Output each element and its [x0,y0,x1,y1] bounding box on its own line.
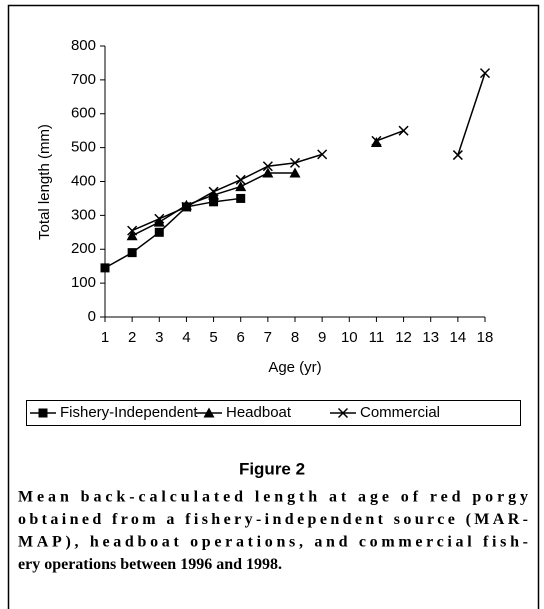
marker-x [317,149,328,160]
marker-x [398,125,409,136]
marker-triangle [153,216,165,227]
marker-x [181,201,192,212]
marker-triangle [289,167,301,178]
caption-line: MAP), headboat operations, and commercia… [18,534,528,551]
caption-line: ery operations between 1996 and 1998. [18,556,282,573]
marker-square [209,197,219,207]
marker-square [236,193,246,203]
marker-square [127,248,137,258]
x-axis-title: Age (yr) [268,359,321,376]
x-tick-label: 11 [369,329,385,346]
x-tick-label: 13 [422,329,439,346]
x-tick-label: 2 [128,329,136,346]
marker-triangle [235,181,247,192]
x-tick-label: 18 [477,329,494,346]
marker-x [262,161,273,172]
series-line [132,143,376,236]
series-line [131,72,486,232]
legend-label: Commercial [360,404,440,421]
figure-label: Figure 2 [239,459,305,478]
x-tick-label: 7 [264,329,272,346]
marker-x [127,225,138,236]
legend-label: Headboat [226,404,292,421]
caption-line: obtained from a fishery-independent sour… [18,511,528,528]
marker-triangle [180,199,192,210]
marker-square [154,227,164,237]
marker-x [289,157,301,168]
x-tick-label: 3 [155,329,163,346]
marker-triangle [262,167,274,178]
y-tick-label: 200 [71,240,96,257]
y-tick-label: 0 [88,308,96,325]
y-tick-label: 100 [71,274,96,291]
marker-square [38,408,48,418]
y-tick-label: 300 [71,206,96,223]
marker-triangle [208,189,220,200]
marker-x [479,68,491,79]
marker-square [100,263,110,273]
x-tick-label: 5 [209,329,217,346]
x-tick-label: 8 [291,329,299,346]
x-tick-label: 10 [341,329,358,346]
marker-x [154,213,165,224]
marker-triangle [126,230,138,241]
x-tick-label: 6 [237,329,245,346]
caption-line: Mean back-calculated length at age of re… [18,489,528,506]
marker-x [371,135,382,146]
y-tick-label: 400 [71,172,96,189]
x-tick-label: 4 [182,329,190,346]
y-tick-label: 800 [71,37,96,54]
y-tick-label: 600 [71,105,96,122]
x-tick-label: 9 [318,329,326,346]
y-axis-title: Total length (mm) [36,124,53,240]
marker-x [452,150,463,161]
x-tick-label: 1 [101,329,109,346]
marker-x [235,174,246,185]
figure-border [7,4,540,609]
marker-x [337,407,349,419]
x-tick-label: 14 [450,329,467,346]
y-tick-label: 500 [71,139,96,156]
y-tick-label: 700 [71,71,96,88]
legend-box [26,400,521,426]
series-line [104,197,241,269]
legend-label: Fishery-Independent [60,404,198,421]
marker-triangle [203,407,215,418]
marker-x [208,186,219,197]
x-tick-label: 12 [395,329,412,346]
